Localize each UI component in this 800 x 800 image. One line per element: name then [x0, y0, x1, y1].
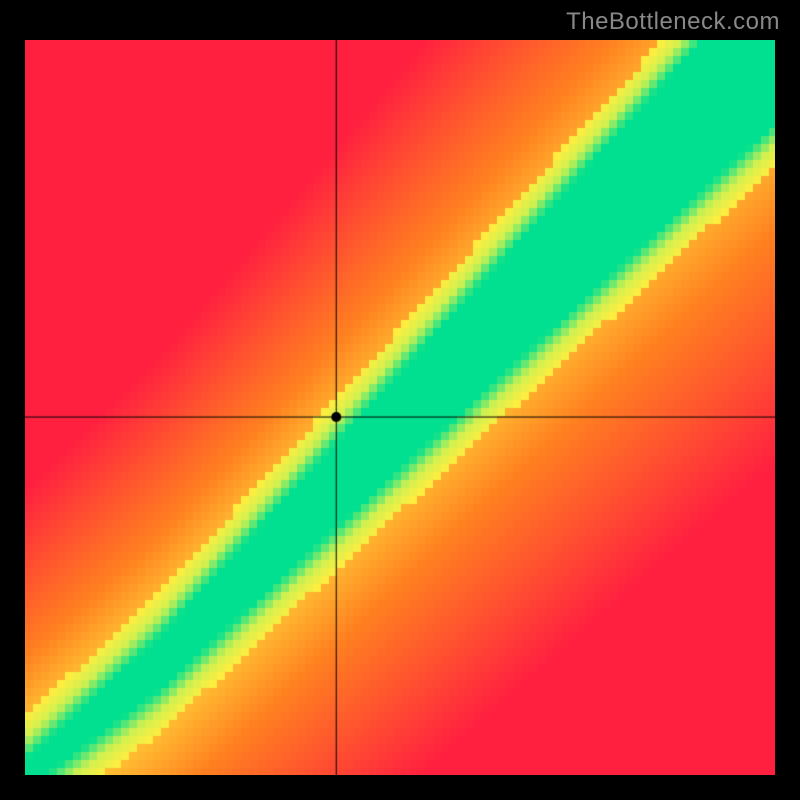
watermark-text: TheBottleneck.com [566, 8, 780, 36]
plot-area [25, 40, 775, 775]
bottleneck-heatmap [25, 40, 775, 775]
chart-container: TheBottleneck.com [0, 0, 800, 800]
